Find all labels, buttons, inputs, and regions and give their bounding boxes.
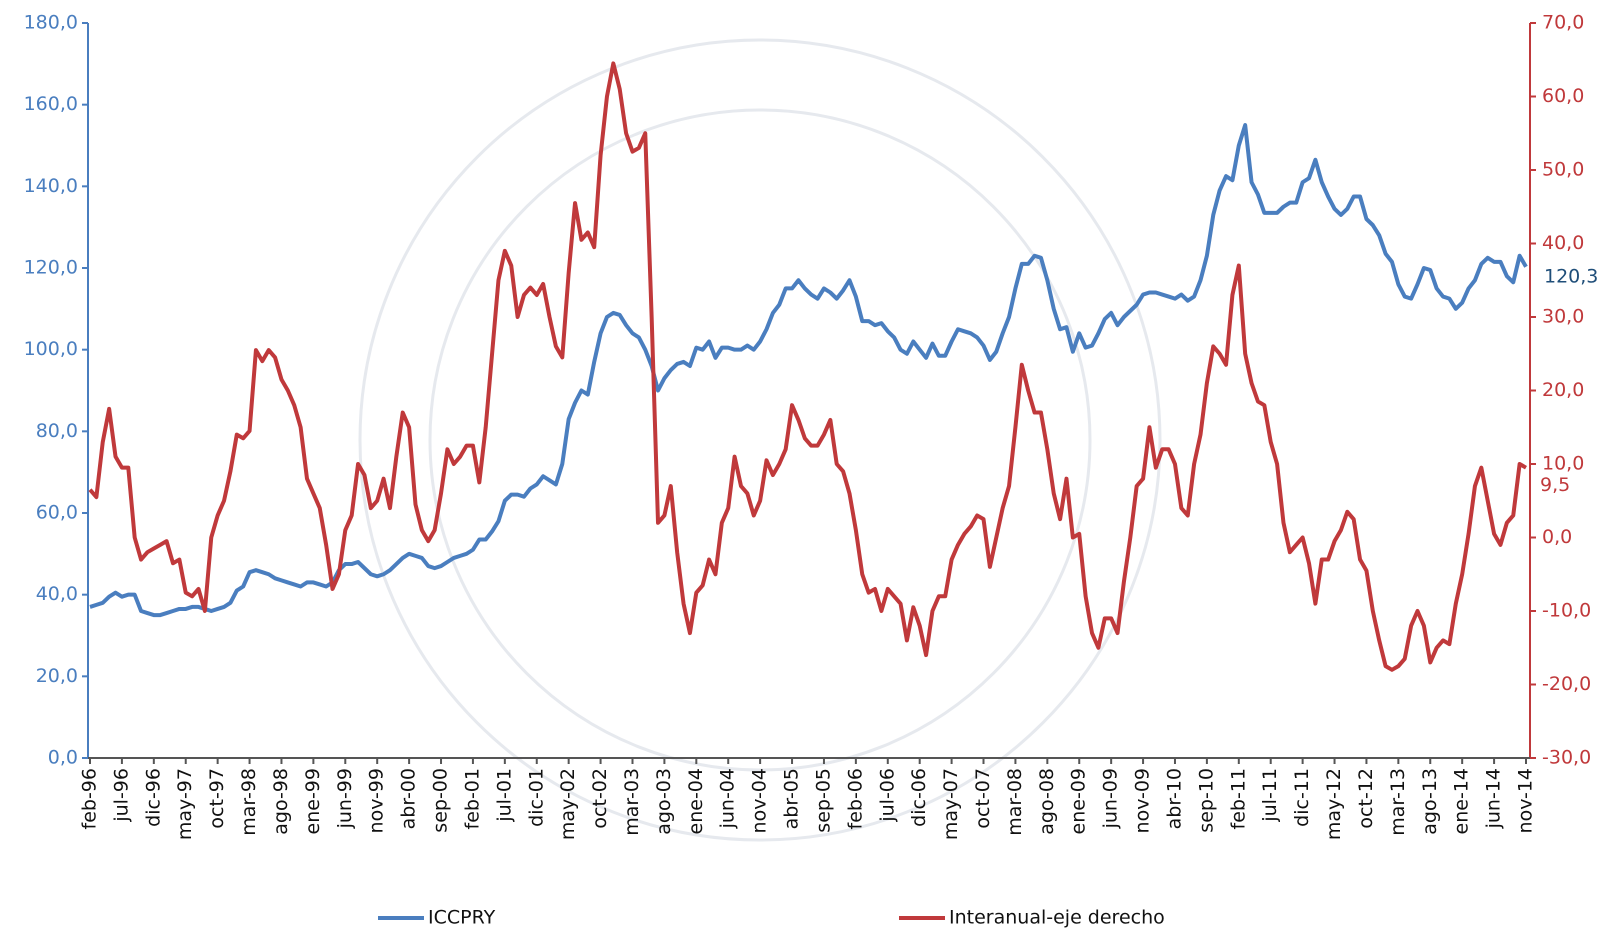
- x-tick-label: ene-99: [302, 768, 324, 834]
- x-tick-label: nov-09: [1132, 768, 1154, 833]
- x-tick-label: oct-12: [1355, 768, 1377, 829]
- x-tick-label: ago-08: [1036, 768, 1058, 835]
- y-tick-label: 120,0: [24, 257, 78, 279]
- y-tick-label: 20,0: [36, 665, 78, 687]
- x-tick-label: mar-98: [238, 768, 260, 836]
- x-tick-label: abr-00: [398, 768, 420, 829]
- x-tick-label: jun-04: [717, 768, 739, 829]
- legend-label: ICCPRY: [428, 907, 496, 929]
- y-tick-label: 140,0: [24, 175, 78, 197]
- y2-tick-label: 70,0: [1542, 12, 1584, 34]
- value-label: 120,3: [1544, 265, 1598, 287]
- x-tick-label: jul-01: [493, 768, 515, 823]
- y2-tick-label: 40,0: [1542, 232, 1584, 254]
- x-tick-label: mar-08: [1004, 768, 1026, 836]
- x-tick-label: nov-99: [366, 768, 388, 833]
- y-tick-label: 160,0: [24, 93, 78, 115]
- y-tick-label: 0,0: [48, 747, 78, 769]
- x-tick-label: nov-14: [1515, 768, 1537, 833]
- y2-tick-label: 0,0: [1542, 526, 1572, 548]
- y-tick-label: 80,0: [36, 420, 78, 442]
- legend-label: Interanual-eje derecho: [949, 907, 1165, 929]
- x-tick-label: may-02: [557, 768, 579, 840]
- x-tick-label: nov-04: [749, 768, 771, 833]
- x-tick-label: dic-11: [1291, 768, 1313, 827]
- x-tick-label: oct-02: [589, 768, 611, 829]
- y2-tick-label: -30,0: [1542, 747, 1591, 769]
- x-tick-label: may-12: [1323, 768, 1345, 840]
- x-tick-label: ago-13: [1419, 768, 1441, 835]
- x-tick-label: sep-10: [1195, 768, 1217, 833]
- x-tick-label: may-07: [940, 768, 962, 840]
- y2-tick-label: 50,0: [1542, 159, 1584, 181]
- value-label: 9,5: [1540, 474, 1570, 496]
- x-tick-label: abr-10: [1163, 768, 1185, 829]
- y2-tick-label: 10,0: [1542, 453, 1584, 475]
- x-tick-label: ene-09: [1068, 768, 1090, 834]
- x-tick-label: feb-06: [844, 768, 866, 829]
- x-tick-label: ene-14: [1451, 768, 1473, 834]
- x-tick-label: mar-13: [1387, 768, 1409, 836]
- watermark: [358, 38, 1162, 842]
- x-tick-label: feb-96: [79, 768, 101, 829]
- x-tick-label: ago-98: [270, 768, 292, 835]
- x-tick-label: sep-05: [812, 768, 834, 833]
- x-tick-label: jul-96: [110, 768, 132, 823]
- y-tick-label: 60,0: [36, 502, 78, 524]
- x-tick-label: jun-14: [1483, 768, 1505, 829]
- x-tick-label: dic-06: [908, 768, 930, 827]
- x-tick-label: abr-05: [781, 768, 803, 829]
- series-line: [89, 123, 1528, 618]
- x-tick-label: may-97: [174, 768, 196, 840]
- x-tick-label: jul-11: [1259, 768, 1281, 823]
- y-tick-label: 180,0: [24, 12, 78, 34]
- x-tick-label: jul-06: [876, 768, 898, 823]
- y-tick-label: 40,0: [36, 583, 78, 605]
- x-tick-label: feb-11: [1227, 768, 1249, 829]
- x-tick-label: dic-96: [142, 768, 164, 827]
- x-tick-label: oct-07: [972, 768, 994, 829]
- x-tick-label: jun-99: [334, 768, 356, 829]
- y2-tick-label: 60,0: [1542, 85, 1584, 107]
- x-tick-label: dic-01: [525, 768, 547, 827]
- x-tick-label: sep-00: [430, 768, 452, 833]
- y2-tick-label: 30,0: [1542, 306, 1584, 328]
- x-tick-label: jun-09: [1100, 768, 1122, 829]
- y2-tick-label: 20,0: [1542, 379, 1584, 401]
- series-line: [88, 61, 1527, 672]
- y2-tick-label: -20,0: [1542, 673, 1591, 695]
- x-tick-label: oct-97: [206, 768, 228, 829]
- y2-tick-label: -10,0: [1542, 600, 1591, 622]
- y-tick-label: 100,0: [24, 338, 78, 360]
- x-tick-label: mar-03: [621, 768, 643, 836]
- x-tick-label: ago-03: [653, 768, 675, 835]
- x-tick-label: feb-01: [461, 768, 483, 829]
- x-tick-label: ene-04: [685, 768, 707, 834]
